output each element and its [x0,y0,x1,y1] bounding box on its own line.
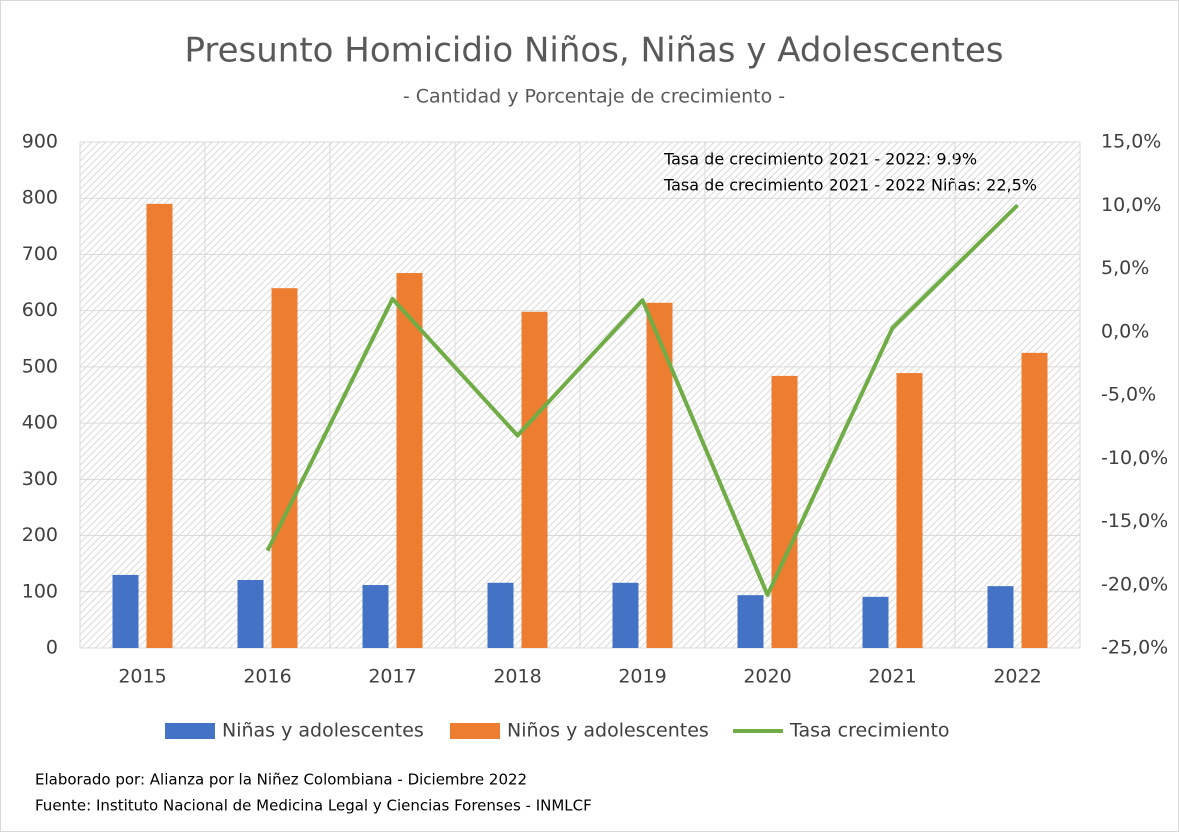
x-tick-label: 2020 [743,666,791,688]
chart-title: Presunto Homicidio Niños, Niñas y Adoles… [184,31,1003,71]
legend-swatch [450,723,500,739]
footer: Elaborado por: Alianza por la Niñez Colo… [35,771,527,789]
legend-label: Niñas y adolescentes [222,720,424,742]
x-tick-label: 2017 [368,666,416,688]
bar [112,574,139,648]
y2-tick-label: -20,0% [1101,573,1168,595]
line [265,203,1019,597]
bar [646,302,673,648]
y2-tick-label: 10,0% [1101,194,1161,216]
bar [612,582,639,648]
chart-subtitle: - Cantidad y Porcentaje de crecimiento - [403,86,785,108]
bar [1021,352,1048,648]
footer: Fuente: Instituto Nacional de Medicina L… [35,797,592,815]
x-tick-label: 2016 [243,666,291,688]
bar [362,585,389,648]
y2-tick-label: 5,0% [1101,257,1149,279]
bar [896,373,923,648]
y-tick-label: 600 [22,299,58,321]
y2-tick-label: 0,0% [1101,320,1149,342]
y2-tick-label: -15,0% [1101,510,1168,532]
y-tick-label: 0 [46,637,58,659]
legend-swatch [165,723,215,739]
bar [487,582,514,648]
y2-tick-label: -10,0% [1101,447,1168,469]
annotation: Tasa de crecimiento 2021 - 2022 Niñas: 2… [663,176,1037,195]
y2-tick-label: 15,0% [1101,131,1161,153]
x-tick-label: 2019 [618,666,666,688]
bar [862,596,889,648]
bar [146,203,173,648]
y-tick-label: 200 [22,524,58,546]
legend-label: Niños y adolescentes [507,720,709,742]
bar [521,311,548,648]
y-tick-label: 700 [22,243,58,265]
bar [771,375,798,648]
bar [396,272,423,648]
y-tick-label: 100 [22,580,58,602]
y2-tick-label: -25,0% [1101,637,1168,659]
legend-label: Tasa crecimiento [789,720,950,742]
bar [737,595,764,648]
y2-tick-label: -5,0% [1101,384,1156,406]
bar [987,586,1014,648]
y-tick-label: 900 [22,131,58,153]
y-tick-label: 500 [22,355,58,377]
y-tick-label: 800 [22,187,58,209]
y-tick-label: 300 [22,468,58,490]
bar [237,579,264,648]
bar [271,288,298,648]
x-tick-label: 2018 [493,666,541,688]
x-tick-label: 2015 [118,666,166,688]
x-tick-label: 2021 [868,666,916,688]
x-tick-label: 2022 [993,666,1041,688]
annotation: Tasa de crecimiento 2021 - 2022: 9.9% [663,150,977,169]
y-tick-label: 400 [22,412,58,434]
